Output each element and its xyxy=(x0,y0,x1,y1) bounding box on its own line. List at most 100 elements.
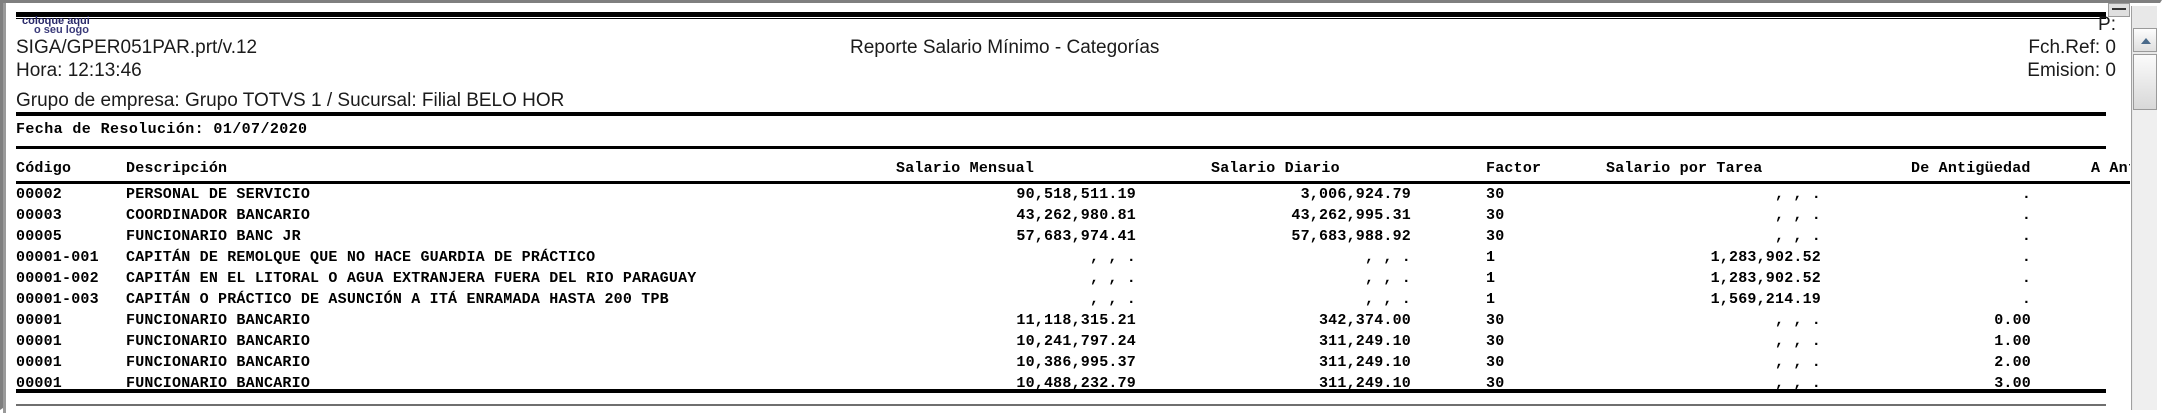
row-a-antiguedad: . xyxy=(2091,268,2130,289)
row-salario-diario: 311,249.10 xyxy=(1318,375,1411,392)
row-spacer xyxy=(2031,289,2091,310)
vertical-scrollbar[interactable] xyxy=(2131,6,2157,410)
row-spacer xyxy=(1136,310,1211,331)
table-header-rule xyxy=(16,181,2130,184)
row-de-antiguedad: . xyxy=(2021,249,2032,266)
row-spacer xyxy=(1821,226,1911,247)
row-a-antiguedad: . xyxy=(2091,247,2130,268)
row-spacer xyxy=(2031,268,2091,289)
scrollbar-thumb[interactable] xyxy=(2133,54,2157,110)
left-frame-edge xyxy=(3,3,6,413)
row-spacer xyxy=(1136,226,1211,247)
row-codigo: 00003 xyxy=(16,207,63,224)
row-de-antiguedad: . xyxy=(2021,291,2032,308)
row-factor: 30 xyxy=(1486,228,1505,245)
row-descripcion: CAPITÁN DE REMOLQUE QUE NO HACE GUARDIA … xyxy=(126,249,596,266)
logo-line-1: coloque aqui xyxy=(22,15,90,27)
header-separator-rule xyxy=(16,112,2106,116)
row-spacer xyxy=(1821,352,1911,373)
row-de-antiguedad: . xyxy=(2021,207,2032,224)
row-codigo: 00001 xyxy=(16,375,63,392)
row-spacer xyxy=(1411,268,1486,289)
column-header-salario-mensual: Salario Mensual xyxy=(896,160,1035,177)
row-spacer xyxy=(1411,226,1486,247)
table-row: 00001 FUNCIONARIO BANCARIO 10,488,232.79 31… xyxy=(16,373,2130,394)
row-salario-tarea: , , . xyxy=(1775,333,1822,350)
row-spacer xyxy=(1821,268,1911,289)
row-salario-diario: 342,374.00 xyxy=(1318,312,1411,329)
row-factor: 1 xyxy=(1486,291,1496,308)
row-spacer xyxy=(2031,352,2091,373)
company-logo-placeholder: coloque aqui o seu logo xyxy=(20,15,170,37)
row-spacer xyxy=(1821,247,1911,268)
row-salario-tarea: , , . xyxy=(1775,354,1822,371)
row-spacer xyxy=(1821,310,1911,331)
row-salario-tarea: , , . xyxy=(1775,207,1822,224)
row-codigo: 00001-002 xyxy=(16,270,99,287)
row-codigo: 00001-003 xyxy=(16,291,99,308)
table-row: 00001-002 CAPITÁN EN EL LITORAL O AGUA EX… xyxy=(16,268,2130,289)
row-spacer xyxy=(2031,184,2091,205)
report-company-group: Grupo de empresa: Grupo TOTVS 1 / Sucurs… xyxy=(16,90,565,111)
row-de-antiguedad: . xyxy=(2021,270,2032,287)
row-a-antiguedad: 3.03 xyxy=(2091,352,2130,373)
report-page-label: P: xyxy=(2098,14,2116,35)
row-de-antiguedad: . xyxy=(2021,186,2032,203)
row-a-antiguedad: . xyxy=(2091,226,2130,247)
scrollbar-track[interactable] xyxy=(2133,110,2157,410)
row-spacer xyxy=(1411,331,1486,352)
row-descripcion: FUNCIONARIO BANCARIO xyxy=(126,312,311,329)
row-a-antiguedad: 1.04 xyxy=(2091,310,2130,331)
row-salario-tarea: 1,283,902.52 xyxy=(1710,249,1822,266)
row-spacer xyxy=(1136,247,1211,268)
column-header-factor: Factor xyxy=(1486,160,1542,177)
header-rule-top-thin xyxy=(16,18,2106,19)
row-salario-diario: , , . xyxy=(1364,249,1411,266)
row-descripcion: PERSONAL DE SERVICIO xyxy=(126,186,311,203)
row-salario-tarea: , , . xyxy=(1775,228,1822,245)
arrow-up-icon xyxy=(2141,38,2151,44)
row-a-antiguedad: . xyxy=(2091,289,2130,310)
row-spacer xyxy=(1821,289,1911,310)
table-row: 00001 FUNCIONARIO BANCARIO 11,118,315.21 34… xyxy=(16,310,2130,331)
row-salario-mensual: 90,518,511.19 xyxy=(1016,186,1136,203)
column-header-salario-diario: Salario Diario xyxy=(1211,160,1340,177)
scroll-up-button[interactable] xyxy=(2133,28,2157,52)
row-factor: 30 xyxy=(1486,375,1505,392)
row-factor: 1 xyxy=(1486,270,1496,287)
row-spacer xyxy=(2031,247,2091,268)
row-codigo: 00001-001 xyxy=(16,249,99,266)
row-codigo: 00005 xyxy=(16,228,63,245)
row-codigo: 00002 xyxy=(16,186,63,203)
row-a-antiguedad: 2.04 xyxy=(2091,331,2130,352)
row-salario-diario: 311,249.10 xyxy=(1318,333,1411,350)
logo-line-2: o seu logo xyxy=(34,24,89,36)
row-descripcion: CAPITÁN O PRÁCTICO DE ASUNCIÓN A ITÁ ENR… xyxy=(126,291,669,308)
row-factor: 30 xyxy=(1486,354,1505,371)
minimize-icon[interactable] xyxy=(2108,3,2130,17)
row-spacer xyxy=(1821,184,1911,205)
salary-table: Código Descripción Salario Mensual Salar… xyxy=(16,160,2130,394)
row-a-antiguedad: . xyxy=(2091,184,2130,205)
column-header-codigo: Código xyxy=(16,160,72,177)
row-salario-diario: 43,262,995.31 xyxy=(1291,207,1411,224)
row-salario-tarea: 1,569,214.19 xyxy=(1710,291,1822,308)
table-row: 00003 COORDINADOR BANCARIO 43,262,980.81 43… xyxy=(16,205,2130,226)
row-salario-diario: 57,683,988.92 xyxy=(1291,228,1411,245)
row-factor: 30 xyxy=(1486,333,1505,350)
report-page: coloque aqui o seu logo SIGA/GPER051PAR.… xyxy=(8,8,2130,408)
row-spacer xyxy=(1821,331,1911,352)
column-header-descripcion: Descripción xyxy=(126,160,228,177)
row-spacer xyxy=(1411,205,1486,226)
row-salario-diario: 311,249.10 xyxy=(1318,354,1411,371)
row-factor: 30 xyxy=(1486,186,1505,203)
table-row: 00001-001 CAPITÁN DE REMOLQUE QUE NO HACE… xyxy=(16,247,2130,268)
report-time: Hora: 12:13:46 xyxy=(16,60,142,81)
table-row: 00001 FUNCIONARIO BANCARIO 10,241,797.24 31… xyxy=(16,331,2130,352)
column-header-de-antiguedad: De Antigüedad xyxy=(1911,160,2031,177)
table-header-row: Código Descripción Salario Mensual Salar… xyxy=(16,160,2130,181)
row-salario-mensual: 10,241,797.24 xyxy=(1016,333,1136,350)
row-spacer xyxy=(1411,310,1486,331)
